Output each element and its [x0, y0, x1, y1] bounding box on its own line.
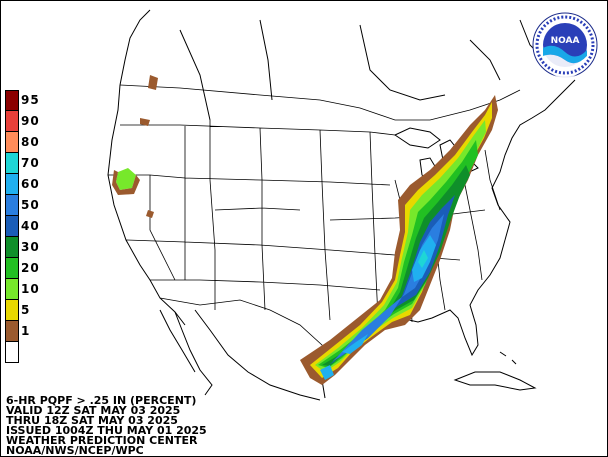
noaa-logo: NOAA [532, 12, 598, 78]
info-thru: THRU 18Z SAT MAY 03 2025 [6, 414, 178, 427]
legend-swatch [5, 195, 19, 216]
canada-outline [119, 9, 546, 121]
legend-label: 10 [21, 282, 40, 296]
legend-swatch [5, 153, 19, 174]
legend-label: 60 [21, 177, 40, 191]
contour-20pct [318, 140, 478, 368]
legend-label: 1 [21, 324, 31, 338]
cuba [453, 371, 537, 391]
legend-swatch [5, 111, 19, 132]
us-mexico-border [159, 297, 331, 356]
west-spot-2 [148, 75, 158, 90]
legend-label: 5 [21, 303, 31, 317]
contour-30pct [322, 165, 470, 366]
info-valid: VALID 12Z SAT MAY 03 2025 [6, 404, 181, 417]
legend-labels: 95 90 80 70 60 50 40 30 20 10 5 1 [21, 90, 51, 363]
legend-swatch [5, 237, 19, 258]
bahamas [499, 351, 517, 365]
west-spot-1-halo [112, 170, 140, 195]
west-spot-3 [140, 118, 150, 126]
legend-swatch [5, 279, 19, 300]
legend-label: 95 [21, 93, 40, 107]
legend-swatch [5, 342, 19, 363]
legend-colorbar [5, 90, 19, 363]
contour-70pct [418, 250, 428, 268]
contour-10pct [315, 120, 486, 372]
legend-swatch [5, 90, 19, 111]
contour-50pct [332, 214, 444, 362]
baja-coastline [159, 309, 213, 396]
mexico-coastline [194, 309, 326, 401]
info-issued: ISSUED 1004Z THU MAY 01 2025 [6, 424, 207, 437]
contour-60pct [320, 235, 436, 380]
contour-40pct [328, 195, 455, 365]
legend-label: 20 [21, 261, 40, 275]
legend-swatch [5, 174, 19, 195]
legend-label: 70 [21, 156, 40, 170]
legend-label: 30 [21, 240, 40, 254]
legend-label: 40 [21, 219, 40, 233]
legend-swatch [5, 321, 19, 342]
legend-swatch [5, 258, 19, 279]
west-spot-4 [146, 210, 154, 218]
legend-label [21, 342, 51, 363]
legend-swatch [5, 132, 19, 153]
us-canada-border [119, 84, 521, 121]
map-info-block: 6-HR PQPF > .25 IN (PERCENT) VALID 12Z S… [6, 394, 207, 457]
precip-probability-shading [112, 75, 498, 385]
legend-label: 90 [21, 114, 40, 128]
logo-text: NOAA [551, 36, 580, 46]
info-agency: NOAA/NWS/NCEP/WPC [6, 444, 144, 457]
east-coastline [491, 79, 576, 241]
legend-label: 50 [21, 198, 40, 212]
legend-swatch [5, 216, 19, 237]
west-spot-1 [116, 168, 136, 190]
legend-label: 80 [21, 135, 40, 149]
info-center: WEATHER PREDICTION CENTER [6, 434, 198, 447]
legend-swatch [5, 300, 19, 321]
info-title: 6-HR PQPF > .25 IN (PERCENT) [6, 394, 197, 407]
